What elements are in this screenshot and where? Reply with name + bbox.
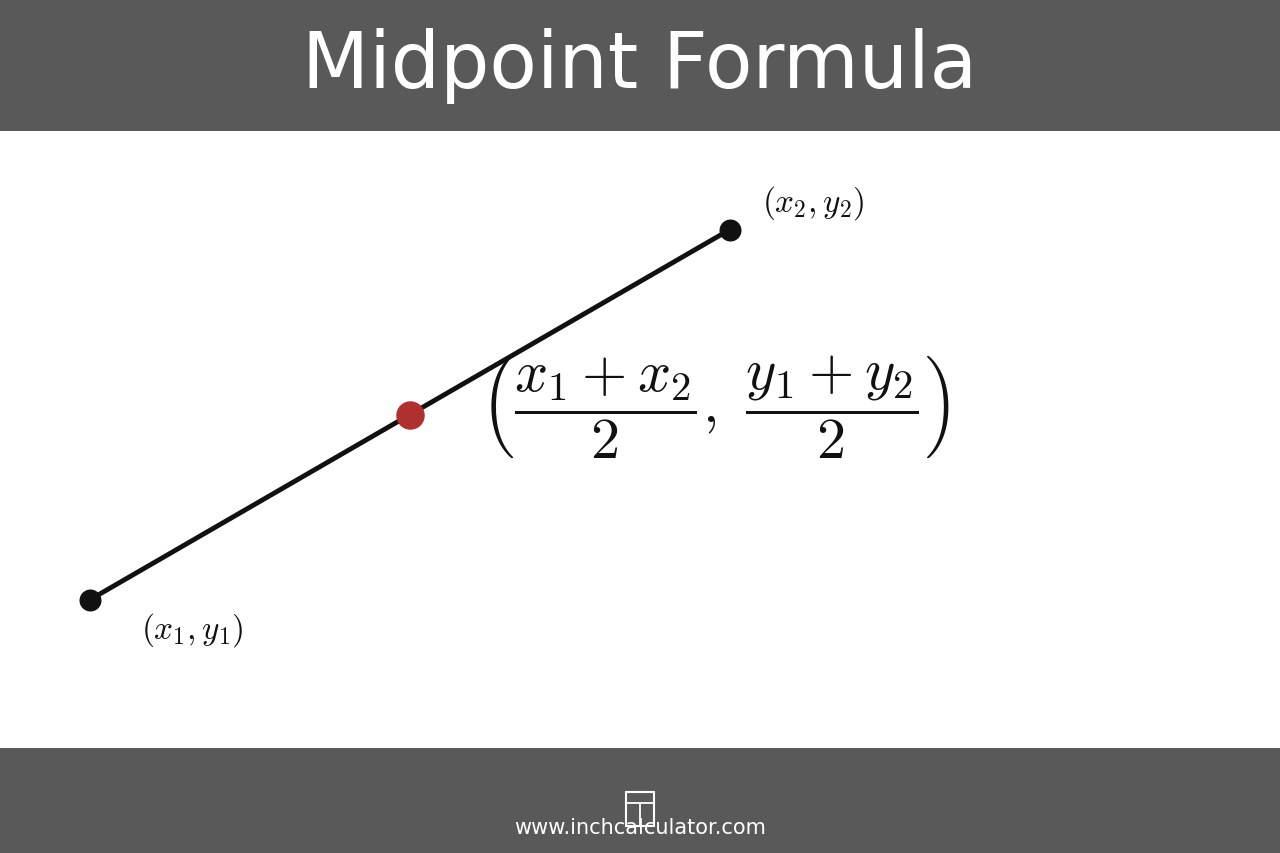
- Point: [399, 409, 420, 422]
- Text: $(x_1, y_1)$: $(x_1, y_1)$: [141, 611, 243, 648]
- Text: $(x_2, y_2)$: $(x_2, y_2)$: [762, 184, 864, 222]
- Bar: [626, 792, 654, 826]
- Text: $\left(\dfrac{x_1 + x_2}{2},\ \dfrac{y_1 + y_2}{2}\right)$: $\left(\dfrac{x_1 + x_2}{2},\ \dfrac{y_1…: [480, 353, 950, 461]
- Text: Midpoint Formula: Midpoint Formula: [302, 28, 978, 104]
- Text: www.inchcalculator.com: www.inchcalculator.com: [515, 817, 765, 837]
- Point: [719, 223, 740, 237]
- Point: [79, 594, 100, 607]
